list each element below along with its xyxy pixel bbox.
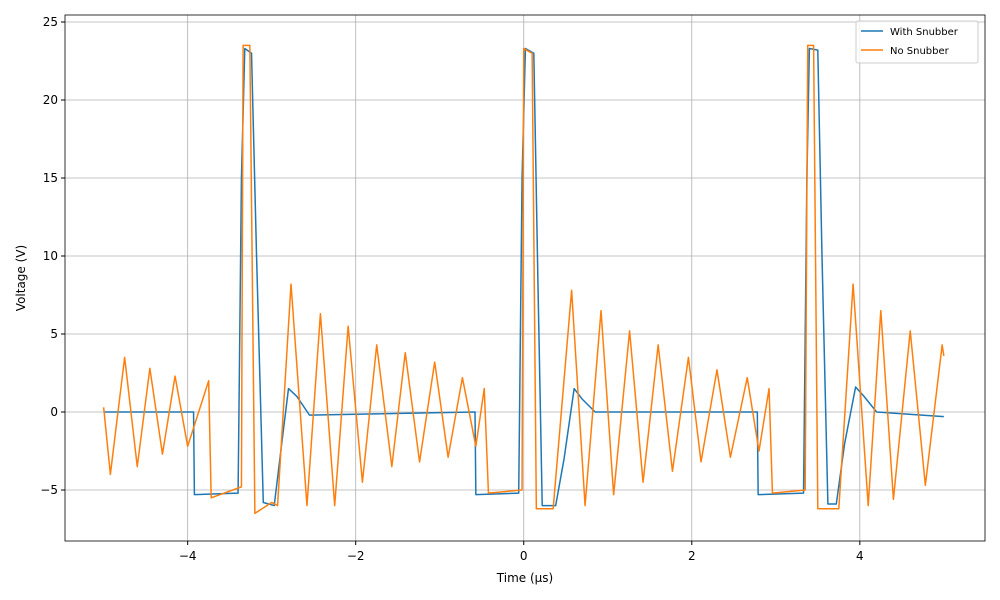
- x-tick-label: −4: [179, 549, 197, 563]
- x-tick-label: 4: [856, 549, 864, 563]
- x-tick-label: 0: [520, 549, 528, 563]
- plot-frame: [64, 14, 986, 542]
- legend-box: [855, 20, 979, 64]
- y-tick-label: 10: [43, 249, 58, 263]
- y-tick-label: 5: [50, 327, 58, 341]
- y-tick-label: 15: [43, 171, 58, 185]
- x-tick-label: −2: [347, 549, 365, 563]
- data-line: [102, 44, 945, 515]
- y-axis-label: Voltage (V): [14, 245, 28, 311]
- y-tick-label: 25: [43, 15, 58, 29]
- y-tick-label: 0: [50, 405, 58, 419]
- y-tick-label: 20: [43, 93, 58, 107]
- x-axis-label: Time (μs): [496, 571, 553, 585]
- legend-label: No Snubber: [890, 46, 950, 57]
- y-tick-label: −5: [40, 483, 58, 497]
- data-line: [103, 47, 944, 507]
- legend-label: With Snubber: [890, 27, 959, 38]
- x-tick-label: 2: [688, 549, 696, 563]
